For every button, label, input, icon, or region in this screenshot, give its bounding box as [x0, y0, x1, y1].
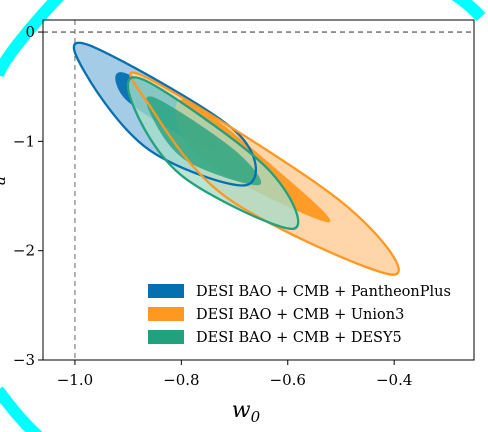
legend-label-pantheon: DESI BAO + CMB + PantheonPlus	[196, 284, 451, 300]
legend-swatch-pantheon	[148, 284, 184, 298]
x-tick-label: −1.0	[57, 371, 93, 389]
y-tick-label: −2	[13, 242, 35, 260]
plot-frame	[42, 19, 475, 361]
x-tick-label: −0.8	[163, 371, 199, 389]
x-tick-label: −0.6	[270, 371, 306, 389]
contours	[72, 41, 400, 276]
union-contour-95-edge	[129, 71, 400, 276]
y-tick-label: −3	[13, 351, 35, 369]
legend-swatch-union	[148, 307, 184, 321]
pantheon-contour-95-edge	[72, 41, 258, 187]
desy-contour-95-edge	[126, 76, 300, 230]
ring-top-left	[0, 0, 64, 78]
y-tick-label: 0	[25, 23, 35, 41]
x-axis-label: w0	[232, 398, 261, 426]
legend-label-desy: DESI BAO + CMB + DESY5	[196, 330, 402, 346]
y-axis: 0 −1 −2 −3	[13, 23, 43, 369]
ring-top-right	[451, 0, 486, 22]
plot-area	[43, 20, 474, 360]
desy-contour-68-fill	[146, 96, 262, 186]
ring-bottom-left	[0, 386, 43, 432]
x-tick-label: −0.4	[376, 371, 412, 389]
legend-label-union: DESI BAO + CMB + Union3	[196, 307, 404, 323]
x-axis: −1.0 −0.8 −0.6 −0.4	[57, 360, 412, 389]
legend-swatch-desy	[148, 330, 184, 344]
y-axis-label: wa	[0, 176, 9, 204]
y-tick-label: −1	[13, 132, 35, 150]
legend: DESI BAO + CMB + PantheonPlus DESI BAO + …	[148, 284, 451, 346]
